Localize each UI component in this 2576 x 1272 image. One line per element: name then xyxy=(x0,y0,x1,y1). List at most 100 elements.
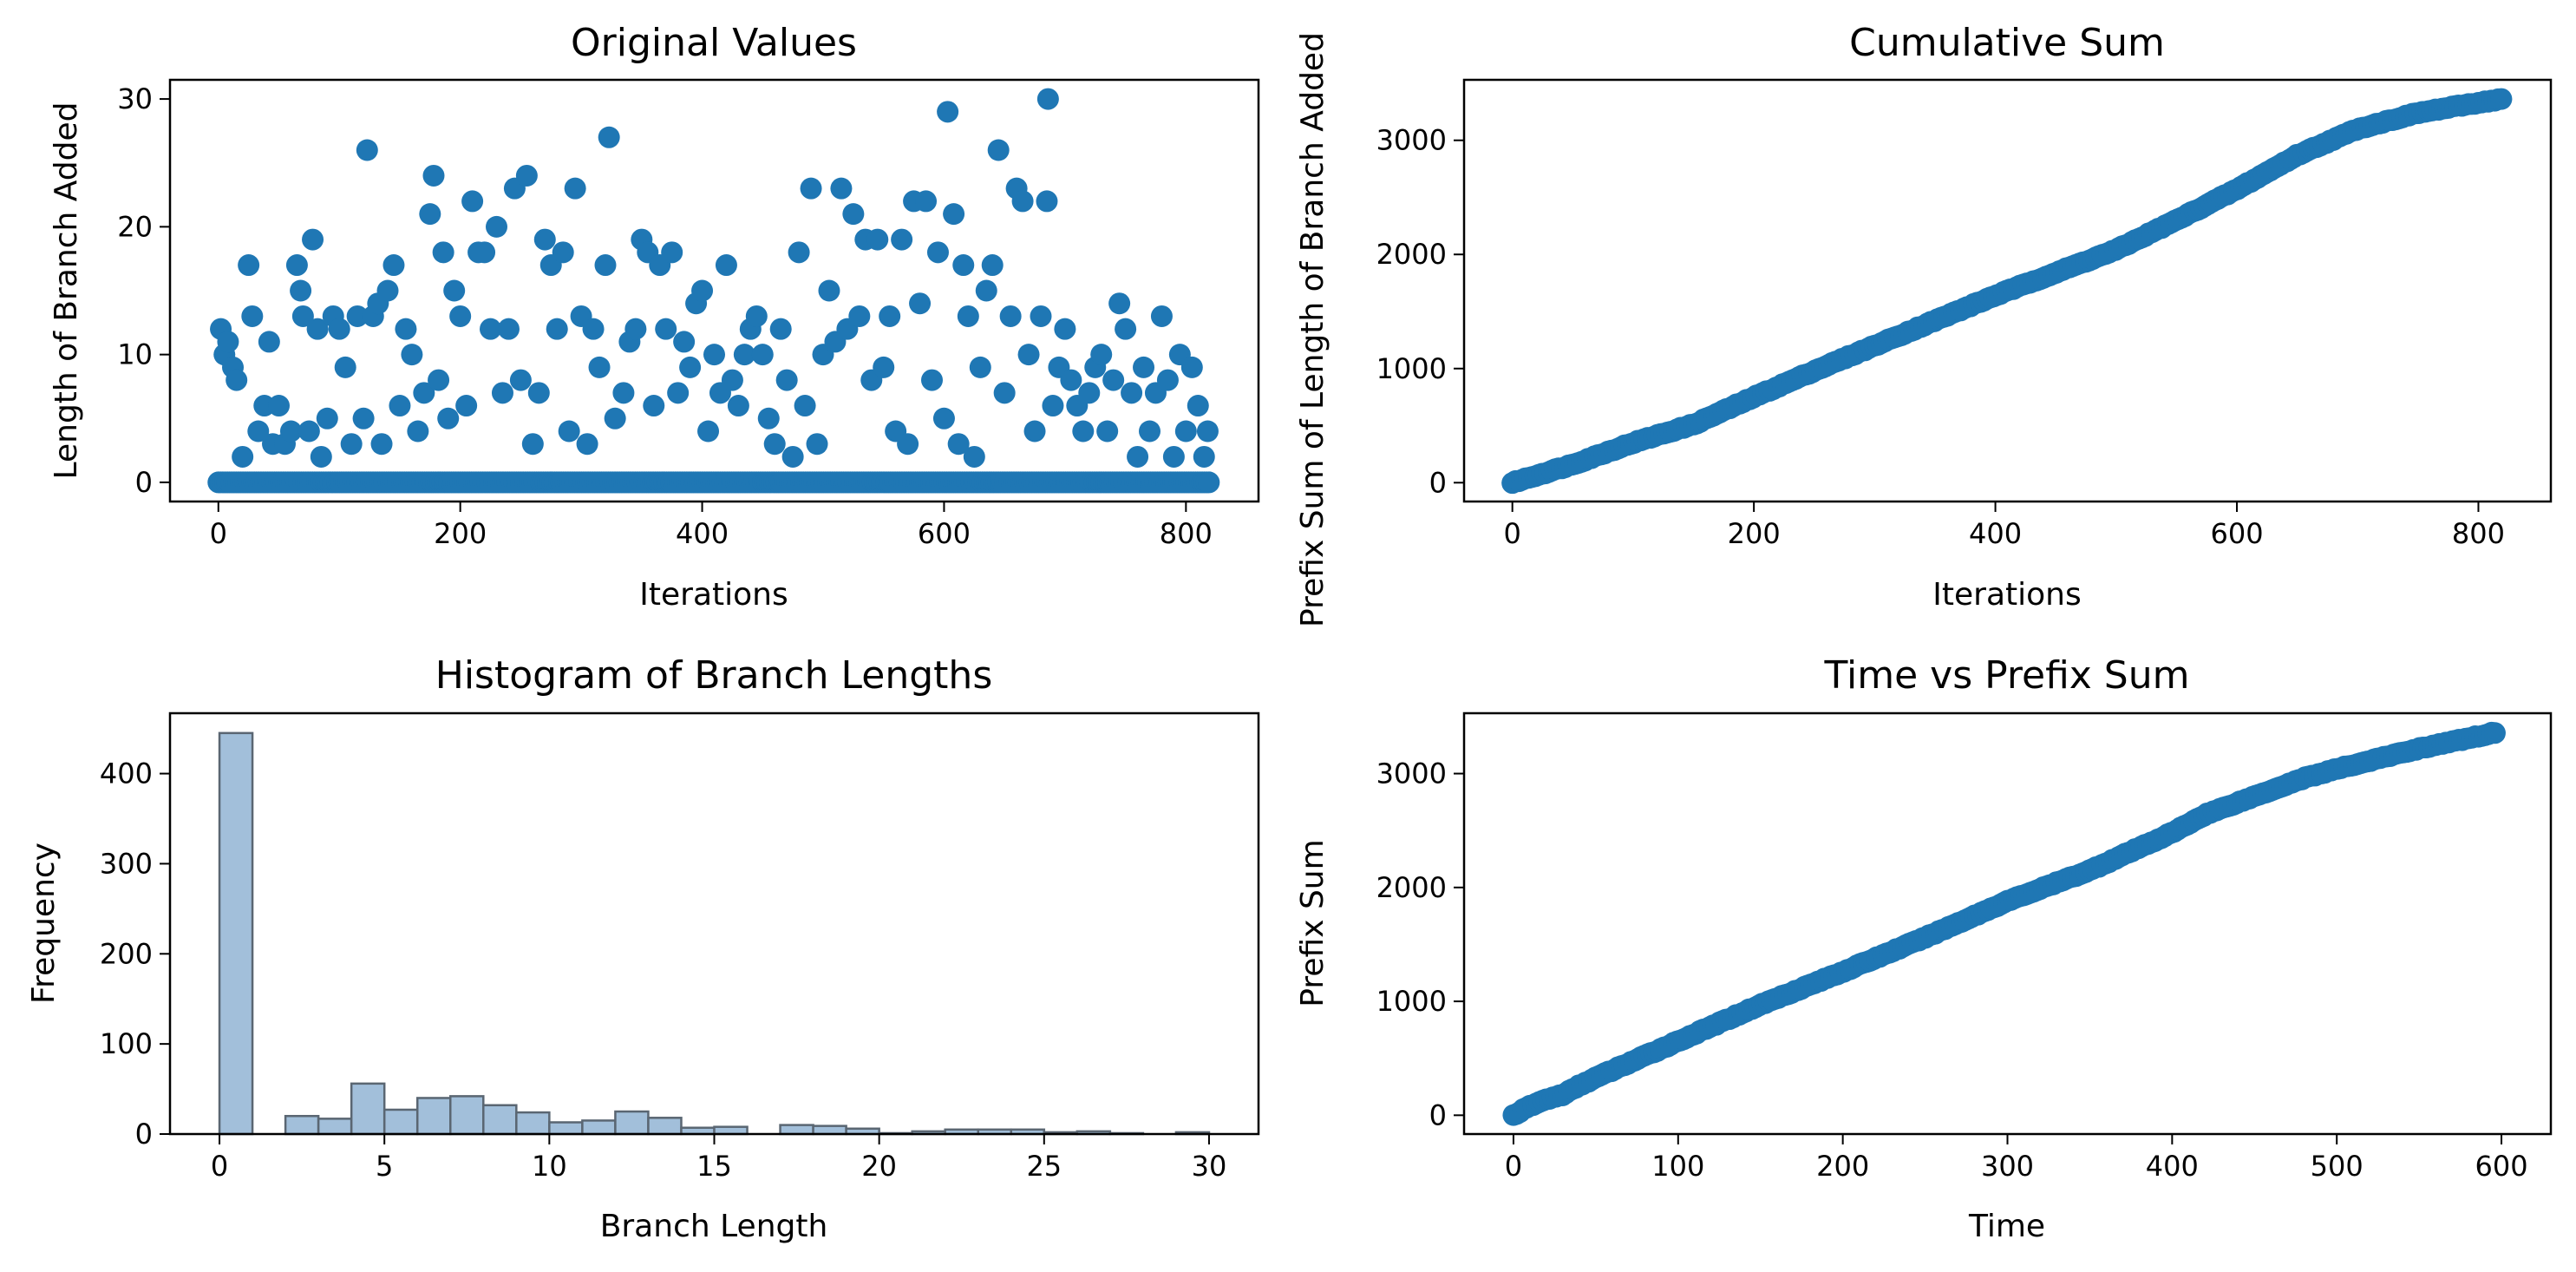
data-point xyxy=(1156,369,1179,391)
data-point xyxy=(285,254,308,277)
data-point xyxy=(757,407,780,429)
data-point xyxy=(818,279,840,302)
y-tick-label: 2000 xyxy=(1376,871,1447,904)
histogram-bar xyxy=(812,1124,847,1136)
axes-frame xyxy=(168,711,1260,1136)
x-tick-label: 800 xyxy=(2452,517,2505,550)
data-point xyxy=(419,203,441,226)
chart-title: Histogram of Branch Lengths xyxy=(435,653,993,698)
data-point xyxy=(443,279,466,302)
data-point xyxy=(340,433,363,456)
data-point xyxy=(1030,305,1052,327)
x-tick-label: 5 xyxy=(376,1150,393,1183)
histogram-bar xyxy=(515,1111,551,1136)
histogram-bar xyxy=(482,1104,518,1136)
data-point xyxy=(957,305,979,327)
data-point xyxy=(316,407,338,429)
data-point xyxy=(721,369,743,391)
y-tick-label: 0 xyxy=(135,1118,153,1151)
data-point xyxy=(830,177,853,200)
x-tick-label: 0 xyxy=(210,517,227,550)
data-point xyxy=(422,164,445,187)
data-point xyxy=(306,318,329,340)
plot-area xyxy=(218,731,1211,1136)
y-tick-label: 3000 xyxy=(1376,757,1447,790)
data-point xyxy=(751,344,774,366)
data-point xyxy=(952,254,975,277)
histogram-bar xyxy=(317,1118,353,1136)
data-point xyxy=(1011,190,1034,213)
data-point xyxy=(763,433,786,456)
data-point xyxy=(781,445,804,468)
data-point xyxy=(1036,88,1059,110)
data-point xyxy=(395,318,417,340)
data-point xyxy=(346,305,369,327)
data-point xyxy=(727,395,749,417)
histogram-bar xyxy=(218,731,254,1136)
data-point xyxy=(947,433,970,456)
x-tick-label: 800 xyxy=(1160,517,1213,550)
data-point xyxy=(800,177,822,200)
data-point xyxy=(1017,344,1040,366)
data-point xyxy=(521,433,544,456)
x-tick-label: 600 xyxy=(2475,1150,2528,1183)
chart-title: Cumulative Sum xyxy=(1849,21,2165,65)
x-tick-label: 0 xyxy=(1504,517,1521,550)
data-point xyxy=(794,395,816,417)
data-point xyxy=(1150,305,1173,327)
x-tick-label: 200 xyxy=(434,517,487,550)
data-point xyxy=(486,215,507,238)
x-tick-label: 10 xyxy=(532,1150,567,1183)
data-point xyxy=(975,279,997,302)
data-point xyxy=(2483,722,2506,744)
plot-area xyxy=(1502,721,2506,1126)
data-point xyxy=(987,139,1010,161)
panel-cumulative-sum: Cumulative Sum 0 200 400 600 800 0 1000 2000 300… xyxy=(1295,21,2553,627)
data-point xyxy=(745,305,768,327)
data-point xyxy=(655,318,677,340)
data-point xyxy=(1023,420,1046,443)
y-tick-label: 0 xyxy=(135,466,153,499)
data-point xyxy=(612,382,635,404)
y-tick-label: 0 xyxy=(1429,466,1447,499)
x-axis-label: Iterations xyxy=(639,577,788,613)
y-tick-label: 20 xyxy=(117,210,153,243)
x-tick-label: 200 xyxy=(1816,1150,1869,1183)
histogram-bar xyxy=(548,1121,584,1136)
data-point xyxy=(715,254,737,277)
y-tick-label: 400 xyxy=(100,757,153,790)
data-point xyxy=(842,203,865,226)
data-point xyxy=(241,305,264,327)
data-point xyxy=(1072,420,1095,443)
data-point xyxy=(432,241,454,264)
histogram-bar xyxy=(581,1119,617,1136)
data-point xyxy=(963,445,985,468)
panel-histogram: Histogram of Branch Lengths 0 5 10 15 20 25 30… xyxy=(26,653,1260,1244)
data-point xyxy=(1078,382,1101,404)
data-point xyxy=(624,318,647,340)
data-point xyxy=(217,331,239,353)
data-point xyxy=(775,369,798,391)
data-point xyxy=(370,433,393,456)
chart-title: Time vs Prefix Sum xyxy=(1824,653,2190,698)
data-point xyxy=(509,369,532,391)
x-tick-label: 200 xyxy=(1728,517,1781,550)
data-point xyxy=(1054,318,1076,340)
data-point xyxy=(691,279,714,302)
data-point xyxy=(533,228,556,251)
data-point xyxy=(594,254,617,277)
data-point xyxy=(437,407,460,429)
data-point xyxy=(1198,471,1220,494)
data-point xyxy=(515,164,538,187)
y-axis-label: Prefix Sum xyxy=(1295,839,1330,1006)
data-point xyxy=(268,395,290,417)
data-point xyxy=(1180,356,1203,378)
data-point xyxy=(455,395,478,417)
x-tick-label: 25 xyxy=(1026,1150,1062,1183)
data-point xyxy=(382,254,405,277)
data-point xyxy=(788,241,810,264)
data-point xyxy=(297,420,320,443)
data-point xyxy=(981,254,1004,277)
data-point xyxy=(703,344,725,366)
